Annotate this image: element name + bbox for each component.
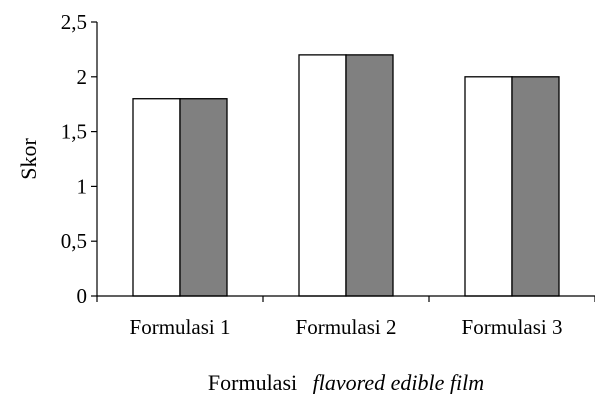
- x-tick-label: Formulasi 3: [462, 315, 563, 339]
- x-axis-title-italic: flavored edible film: [313, 370, 484, 394]
- x-ticks-group: Formulasi 1 Formulasi 2 Formulasi 3: [96, 296, 595, 339]
- bar-series2-cat3: [511, 76, 560, 297]
- y-tick-label: 1: [77, 174, 88, 198]
- bar-series2-cat1: [179, 98, 228, 297]
- y-tick-label: 0: [77, 284, 88, 308]
- y-ticks-group: 0 0,5 1 1,5 2 2,5: [61, 10, 97, 308]
- bar-series1-cat2: [298, 54, 347, 297]
- y-tick-label: 2: [77, 65, 88, 89]
- x-axis-title: Formulasi flavored edible film: [208, 370, 484, 394]
- y-tick-label: 1,5: [61, 120, 87, 144]
- bar-series1-cat3: [464, 76, 513, 297]
- x-tick-label: Formulasi 2: [296, 315, 397, 339]
- y-axis-title: Skor: [16, 138, 41, 180]
- x-tick-label: Formulasi 1: [130, 315, 231, 339]
- bars-group: [132, 54, 560, 297]
- y-tick-label: 0,5: [61, 229, 87, 253]
- y-tick-label: 2,5: [61, 10, 87, 34]
- bar-series1-cat1: [132, 98, 181, 297]
- x-axis-title-plain: Formulasi: [208, 370, 297, 394]
- bar-series2-cat2: [345, 54, 394, 297]
